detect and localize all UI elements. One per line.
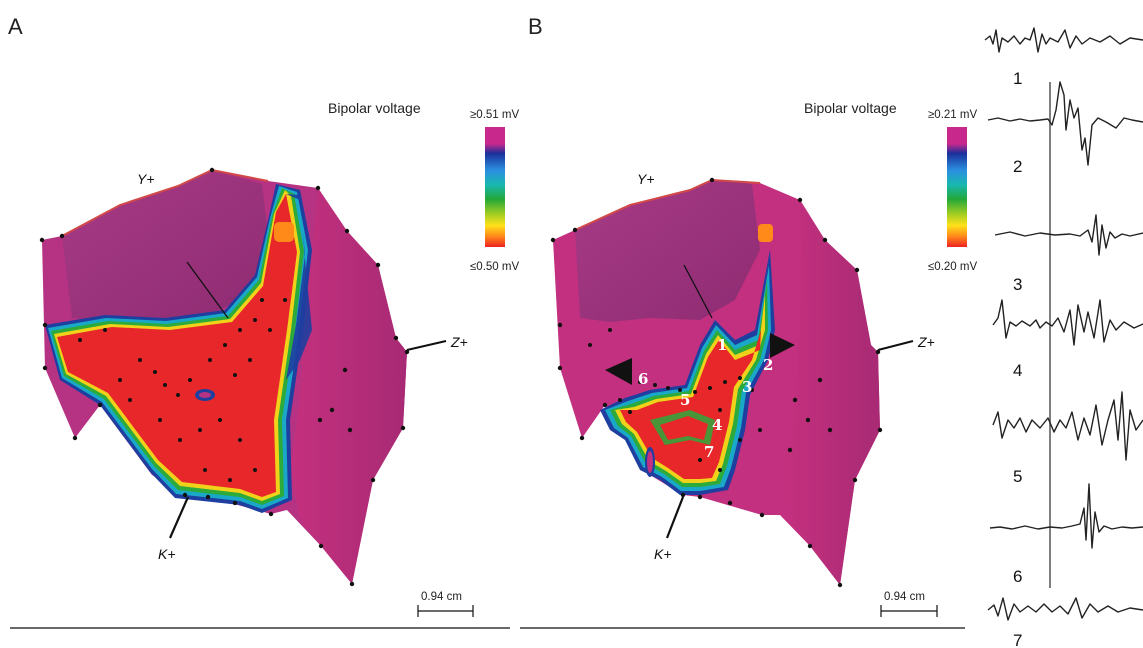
inner-wall [62, 170, 270, 322]
electrogram-label-7: 7 [1013, 631, 1022, 648]
legend-min: ≤0.20 mV [928, 261, 977, 273]
scale-bar [417, 605, 474, 617]
electrogram-trace-3 [992, 299, 1143, 346]
electrogram-trace-5 [989, 483, 1143, 549]
site-label-2: 2 [763, 356, 773, 374]
y-axis-label: Y+ [137, 171, 155, 187]
k-axis-line [168, 496, 190, 539]
mapping-points [550, 177, 883, 588]
panel-b-letter: B [528, 14, 543, 39]
scar-rim [286, 194, 312, 380]
z-axis-line [877, 340, 914, 351]
electrogram-trace-2 [994, 214, 1143, 256]
scale-bar-label: 0.94 cm [884, 591, 925, 603]
legend-title: Bipolar voltage [328, 100, 421, 116]
catheter-line [683, 264, 713, 319]
scale-bar-label: 0.94 cm [421, 591, 462, 603]
electrogram-trace-6 [987, 597, 1143, 621]
site-labels: 1 2 3 4 5 6 7 [638, 336, 773, 461]
electrogram-label-1: 1 [1013, 69, 1022, 88]
electrogram-column: 1 2 3 4 5 6 7 [984, 27, 1143, 648]
legend-min: ≤0.50 mV [470, 261, 519, 273]
orange-marker [758, 224, 773, 242]
site-label-4: 4 [712, 416, 722, 434]
electrogram-trace-4 [992, 391, 1143, 461]
channel-core [660, 416, 708, 440]
electrogram-label-6: 6 [1013, 567, 1022, 586]
z-axis-label: Z+ [917, 334, 935, 350]
electrogram-label-5: 5 [1013, 467, 1022, 486]
legend-max: ≥0.51 mV [470, 109, 519, 121]
scar-channel-core [647, 451, 653, 473]
electrogram-trace-1 [987, 81, 1143, 166]
z-axis-label: Z+ [450, 334, 468, 350]
colorbar [947, 127, 967, 247]
panel-a-letter: A [8, 14, 23, 39]
electrogram-trace-0 [984, 27, 1143, 53]
site-label-7: 7 [704, 443, 714, 461]
k-axis-line [665, 496, 685, 539]
scar-region [620, 310, 762, 479]
orange-marker [274, 222, 294, 242]
scar-channel-core [199, 392, 211, 398]
k-axis-label: K+ [654, 546, 672, 562]
colorbar [485, 127, 505, 247]
k-axis-label: K+ [158, 546, 176, 562]
electrogram-label-2: 2 [1013, 157, 1022, 176]
site-label-3: 3 [742, 378, 752, 396]
site-label-1: 1 [717, 336, 727, 354]
legend-title: Bipolar voltage [804, 100, 897, 116]
site-label-5: 5 [680, 391, 690, 409]
panel-a: A [8, 14, 519, 629]
legend-max: ≥0.21 mV [928, 109, 977, 121]
heart-map-a [39, 167, 447, 587]
site-label-6: 6 [638, 370, 648, 388]
arrowhead-right [770, 333, 795, 358]
rim-edge [61, 168, 269, 237]
scale-bar [880, 605, 938, 617]
inner-wall [575, 180, 760, 322]
panel-b: B [520, 14, 977, 629]
rim-edge [574, 178, 761, 231]
catheter-line [186, 261, 229, 319]
lateral-wall [290, 188, 407, 584]
z-axis-line [406, 340, 447, 351]
electrogram-label-3: 3 [1013, 275, 1022, 294]
heart-map-b: 1 2 3 4 5 6 7 [550, 177, 914, 588]
y-axis-label: Y+ [637, 171, 655, 187]
arrowhead-left [605, 358, 632, 385]
electrogram-label-4: 4 [1013, 361, 1022, 380]
lateral-wall [785, 200, 880, 585]
scar-region [57, 194, 297, 497]
mapping-points [39, 167, 410, 587]
